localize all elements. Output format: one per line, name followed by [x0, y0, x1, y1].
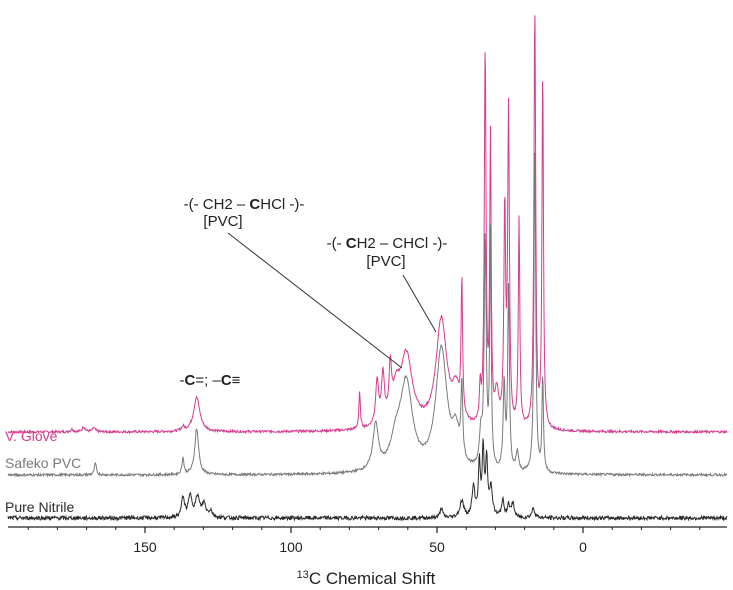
series-label-v-glove: V. Glove: [5, 428, 58, 444]
x-axis-label: 13C Chemical Shift: [297, 569, 436, 588]
trace-v-glove: [7, 15, 728, 435]
series-label-safeko-pvc: Safeko PVC: [5, 455, 81, 471]
traces-group: [7, 15, 728, 522]
x-tick-label-100: 100: [279, 539, 303, 555]
annotation-alkene-part-0: -: [180, 372, 185, 389]
annotation-ch2-carbon: -(- CH2 – CHCl -)-: [327, 235, 448, 252]
trace-pure-nitrile: [7, 438, 728, 522]
annotation-ch2-bold: C: [346, 235, 357, 252]
x-axis-label-text: C Chemical Shift: [309, 569, 436, 588]
annotation-ch2-pre: -(-: [327, 235, 346, 252]
x-axis-label-superscript: 13: [297, 569, 309, 581]
annotation-alkene-alkyne: -C=; –C≡: [180, 372, 241, 389]
x-ticks-group: 150 100 50 0: [27, 527, 701, 555]
annotation-chcl-bold: C: [249, 196, 260, 213]
annotation-ch2-leader: [402, 274, 437, 333]
annotation-alkene-part-3: C: [221, 372, 232, 389]
annotation-chcl-carbon: -(- CH2 – CHCl -)-: [184, 196, 305, 213]
annotation-chcl-sub: [PVC]: [203, 213, 242, 230]
annotation-alkene-part-4: ≡: [232, 372, 241, 389]
annotation-chcl-post: HCl -)-: [260, 196, 304, 213]
annotation-chcl-leader: [227, 232, 403, 369]
trace-safeko-pvc: [7, 152, 728, 478]
annotation-chcl-pre: -(- CH2 –: [184, 196, 250, 213]
x-tick-label-0: 0: [579, 539, 587, 555]
annotation-alkene-part-2: =; –: [195, 372, 221, 389]
series-label-pure-nitrile: Pure Nitrile: [5, 499, 74, 515]
annotation-ch2-sub: [PVC]: [366, 253, 405, 270]
x-tick-label-150: 150: [133, 539, 157, 555]
annotation-alkene-part-1: C: [185, 372, 196, 389]
x-tick-label-50: 50: [429, 539, 445, 555]
annotation-ch2-post: H2 – CHCl -)-: [357, 235, 448, 252]
